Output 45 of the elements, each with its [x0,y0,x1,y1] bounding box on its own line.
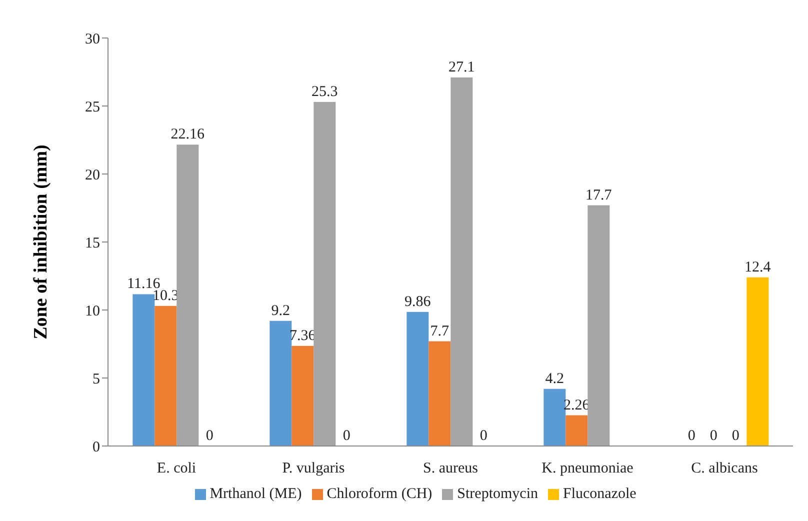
legend-label: Fluconazole [563,486,636,502]
bar [566,415,588,446]
x-tick-label: C. albicans [691,460,758,477]
y-tick-label: 15 [85,235,100,252]
bar [176,144,199,446]
data-label: 0 [710,428,718,444]
bar [588,205,610,446]
data-label: 9.2 [271,302,290,319]
y-tick-label: 10 [85,303,100,320]
y-tick-label: 25 [85,99,100,116]
y-tick-label: 20 [85,167,100,184]
y-axis-title: Zone of inhibition (mm) [30,144,52,340]
data-label: 22.16 [170,126,206,143]
data-label: 4.2 [545,370,564,387]
data-label: 0 [732,428,740,444]
bar [132,294,155,446]
bar [314,102,336,446]
bar [154,306,177,446]
data-label: 12.4 [744,259,772,276]
bar [544,388,566,446]
bar [450,77,473,446]
x-tick-label: K. pneumoniae [542,460,634,477]
y-tick-label: 30 [85,31,100,48]
bar [746,277,769,446]
bar [270,320,292,446]
data-label: 0 [688,428,696,444]
bar [292,346,314,446]
data-label: 27.1 [448,59,475,76]
legend-label: Chloroform (CH) [326,486,432,502]
data-label: 25.3 [312,84,338,100]
data-label: 0 [480,428,488,444]
legend-label: Streptomycin [457,486,538,502]
x-tick-label: P. vulgaris [282,460,345,477]
y-tick-label: 5 [92,371,100,388]
data-label: 9.86 [404,294,432,310]
legend-label: Mrthanol (ME) [210,486,302,502]
data-label: 0 [206,428,214,444]
data-label: 0 [342,428,350,444]
x-tick-label: S. aureus [423,460,478,477]
bar [406,312,429,446]
y-tick-label: 0 [92,439,100,456]
data-label: 17.7 [586,187,612,204]
bar [428,341,451,446]
data-label: 7.7 [430,323,450,340]
x-tick-label: E. coli [156,460,196,477]
